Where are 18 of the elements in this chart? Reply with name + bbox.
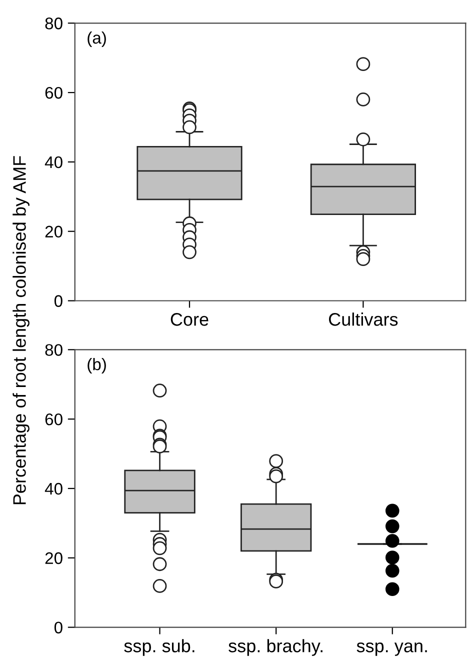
annotation: (a)	[88, 31, 106, 47]
x-tick-label: ssp. yan.	[356, 642, 427, 656]
y-tick-label: 40	[44, 482, 62, 495]
annotation: (b)	[88, 358, 106, 374]
y-axis-title: Percentage of root length colonised by AMF	[12, 156, 30, 504]
x-tick-label: ssp. sub.	[124, 639, 194, 656]
y-tick-label: 20	[45, 552, 62, 564]
x-tick-label: Cultivars	[328, 312, 398, 326]
y-tick-label: 20	[45, 226, 62, 238]
y-tick-label: 0	[54, 295, 62, 307]
x-tick-label: ssp. brachy.	[228, 639, 322, 656]
x-tick-label: Core	[170, 313, 208, 326]
y-tick-label: 0	[54, 622, 62, 634]
y-tick-label: 60	[45, 86, 62, 99]
y-tick-label: 80	[45, 344, 62, 356]
y-tick-label: 80	[45, 18, 62, 30]
y-tick-label: 40	[44, 156, 62, 168]
y-tick-label: 60	[45, 413, 62, 426]
